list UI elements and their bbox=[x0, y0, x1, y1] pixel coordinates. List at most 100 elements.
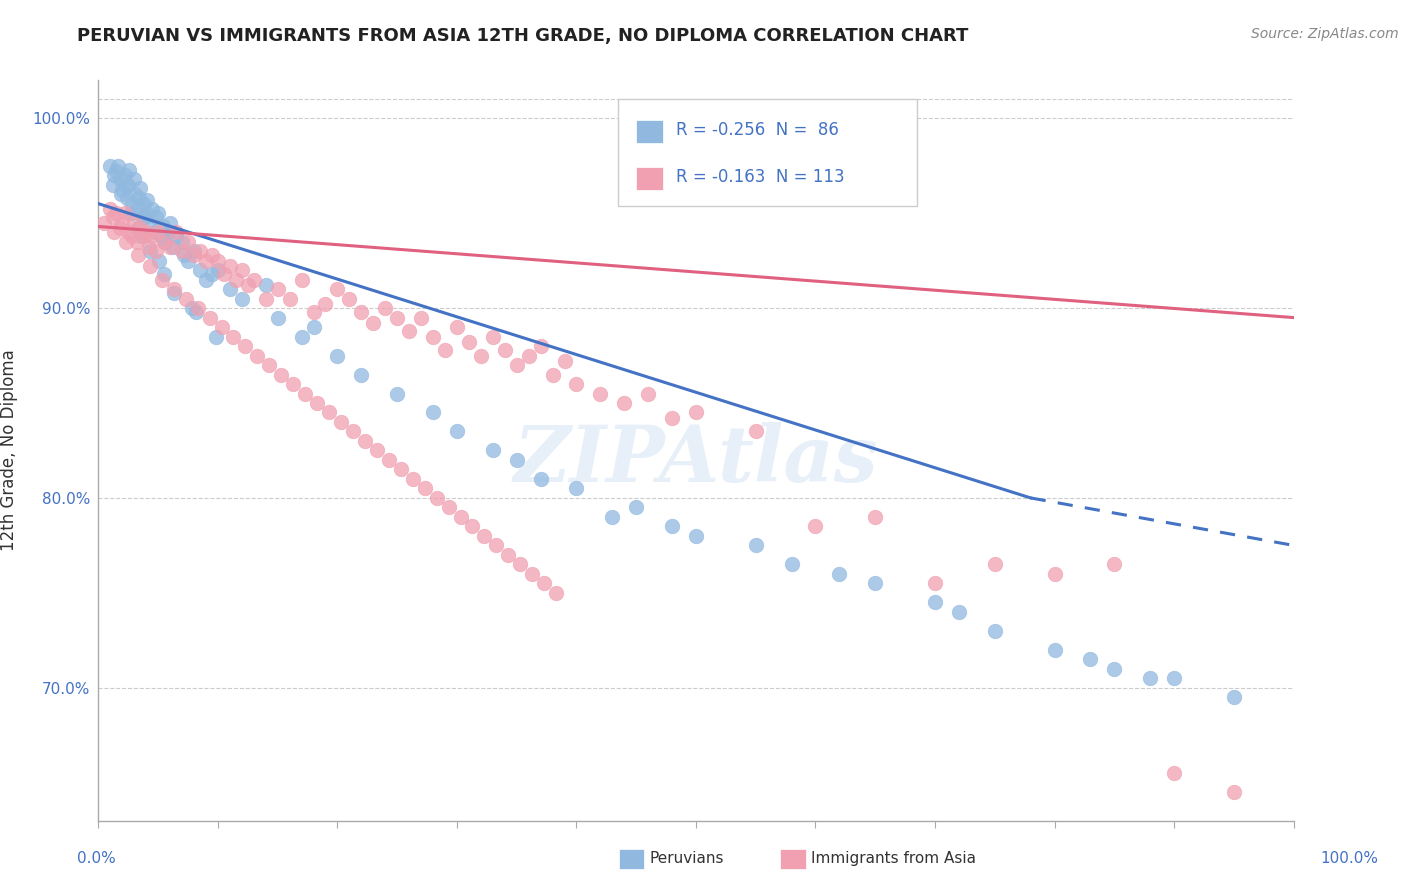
Y-axis label: 12th Grade, No Diploma: 12th Grade, No Diploma bbox=[0, 350, 18, 551]
Point bbox=[131, 210, 153, 224]
Point bbox=[517, 349, 540, 363]
Point bbox=[1043, 566, 1066, 581]
Point bbox=[254, 278, 277, 293]
Point bbox=[318, 405, 340, 419]
Text: R = -0.256  N =  86: R = -0.256 N = 86 bbox=[676, 121, 838, 139]
Point bbox=[131, 229, 153, 244]
Point bbox=[948, 605, 970, 619]
Point bbox=[108, 221, 131, 235]
Point bbox=[201, 267, 224, 281]
Point bbox=[402, 472, 425, 486]
Point bbox=[195, 253, 218, 268]
Point bbox=[129, 181, 152, 195]
Point bbox=[134, 210, 156, 224]
Point bbox=[207, 263, 229, 277]
Point bbox=[156, 225, 179, 239]
Point bbox=[128, 191, 150, 205]
Point bbox=[565, 482, 588, 496]
Point bbox=[270, 368, 292, 382]
Point bbox=[363, 316, 385, 330]
Point bbox=[354, 434, 377, 448]
Point bbox=[661, 519, 683, 533]
Point bbox=[446, 320, 468, 334]
Point bbox=[602, 509, 624, 524]
Point bbox=[105, 206, 128, 220]
Point bbox=[613, 396, 636, 410]
Point bbox=[107, 159, 129, 173]
Point bbox=[163, 285, 186, 300]
Text: ZIPAtlas: ZIPAtlas bbox=[513, 422, 879, 499]
Point bbox=[342, 425, 364, 439]
Point bbox=[201, 248, 224, 262]
Point bbox=[494, 343, 516, 357]
Point bbox=[661, 411, 683, 425]
Point bbox=[474, 529, 496, 543]
Point bbox=[127, 248, 149, 262]
Point bbox=[565, 377, 588, 392]
Point bbox=[124, 187, 146, 202]
Point bbox=[172, 235, 194, 249]
Point bbox=[554, 354, 576, 368]
Point bbox=[148, 253, 170, 268]
Point bbox=[117, 225, 139, 239]
Point bbox=[1104, 558, 1126, 572]
Text: Peruvians: Peruvians bbox=[650, 851, 724, 865]
Point bbox=[302, 305, 325, 319]
Point bbox=[506, 358, 529, 372]
Point bbox=[138, 216, 160, 230]
Point bbox=[186, 305, 208, 319]
Point bbox=[153, 235, 176, 249]
Point bbox=[470, 349, 492, 363]
Point bbox=[129, 221, 152, 235]
Point bbox=[422, 405, 444, 419]
Point bbox=[426, 491, 449, 505]
Point bbox=[984, 558, 1007, 572]
Text: Source: ZipAtlas.com: Source: ZipAtlas.com bbox=[1251, 27, 1399, 41]
Point bbox=[422, 329, 444, 343]
Point bbox=[461, 519, 484, 533]
Point bbox=[135, 225, 157, 239]
Point bbox=[101, 210, 124, 224]
Point bbox=[125, 202, 148, 217]
Point bbox=[124, 172, 146, 186]
Point bbox=[105, 164, 128, 178]
Point bbox=[541, 368, 564, 382]
Point bbox=[118, 162, 141, 177]
Point bbox=[350, 305, 373, 319]
Point bbox=[115, 178, 138, 192]
Point bbox=[98, 159, 122, 173]
Point bbox=[530, 472, 553, 486]
Point bbox=[132, 229, 155, 244]
Point bbox=[135, 206, 157, 220]
Point bbox=[219, 282, 242, 296]
Point bbox=[143, 225, 166, 239]
Point bbox=[222, 329, 245, 343]
Point bbox=[1163, 671, 1185, 685]
Point bbox=[482, 443, 505, 458]
Point bbox=[315, 297, 337, 311]
Point bbox=[246, 349, 269, 363]
Point bbox=[111, 183, 134, 197]
Point bbox=[114, 168, 136, 182]
Point bbox=[115, 191, 138, 205]
Point bbox=[745, 425, 768, 439]
Point bbox=[278, 292, 301, 306]
Point bbox=[259, 358, 281, 372]
Point bbox=[389, 462, 412, 476]
Bar bbox=[637, 167, 662, 190]
Point bbox=[235, 339, 257, 353]
Point bbox=[187, 301, 209, 315]
Point bbox=[1104, 662, 1126, 676]
Point bbox=[267, 310, 290, 325]
Point bbox=[138, 240, 160, 254]
Point bbox=[745, 538, 768, 552]
Text: 0.0%: 0.0% bbox=[77, 851, 117, 865]
Point bbox=[207, 253, 229, 268]
Point bbox=[148, 225, 170, 239]
Point bbox=[498, 548, 520, 562]
Text: R = -0.163  N = 113: R = -0.163 N = 113 bbox=[676, 168, 844, 186]
Point bbox=[411, 310, 433, 325]
Point bbox=[804, 519, 827, 533]
Point bbox=[139, 244, 162, 259]
Point bbox=[159, 240, 181, 254]
